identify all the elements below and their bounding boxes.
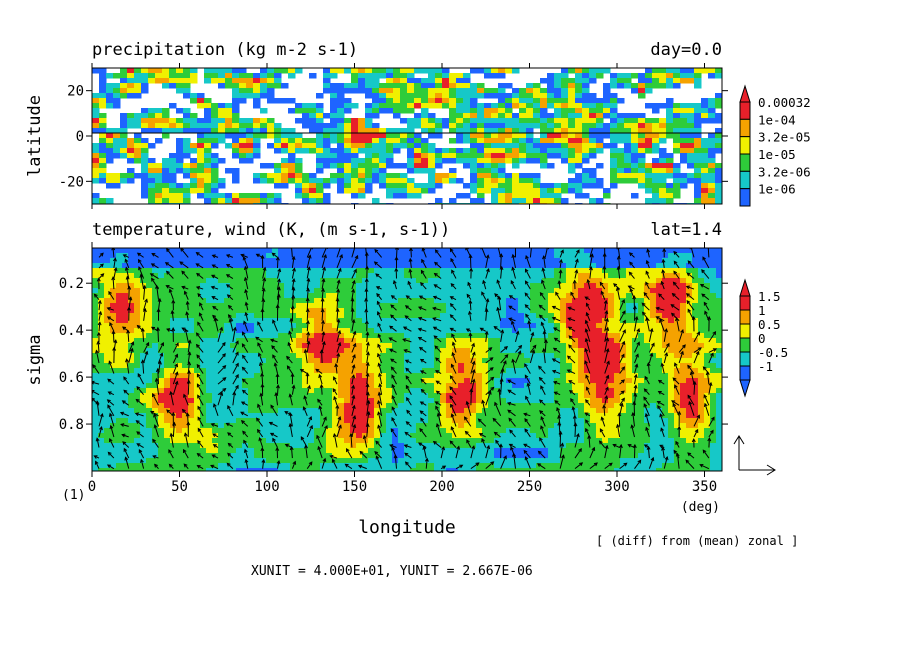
y-tick-label: 0.2 <box>59 276 84 292</box>
colorbar-label: 1 <box>758 303 766 318</box>
colorbar-band <box>739 118 751 138</box>
bottom-panel-y-axis: 0.2 0.4 0.6 0.8 <box>59 276 728 433</box>
colorbar-band <box>739 136 751 155</box>
colorbar-label: 3.2e-06 <box>758 164 811 179</box>
bottom-panel-lat-label: lat=1.4 <box>650 220 722 240</box>
x-tick-label: 50 <box>171 479 188 495</box>
colorbar-label: -0.5 <box>758 345 788 360</box>
bottom-panel-x-axis: 0 50 100 150 200 250 300 350 <box>88 242 717 495</box>
x-tick-label: 250 <box>517 479 542 495</box>
top-panel-x-ticks <box>91 63 705 209</box>
y-tick-label: 0.6 <box>59 370 84 386</box>
x-tick-label: 350 <box>692 479 717 495</box>
colorbar-band <box>739 365 751 381</box>
reference-vector <box>733 435 776 476</box>
colorbar-label: 0.5 <box>758 317 781 332</box>
top-panel-title: precipitation (kg m-2 s-1) <box>92 40 358 60</box>
x-tick-label: 300 <box>604 479 629 495</box>
top-panel-y-axis: 20 0 -20 <box>59 84 728 190</box>
colorbar-label: 0 <box>758 331 766 346</box>
colorbar-bottom-triangle <box>739 379 751 398</box>
y-tick-label: 0 <box>76 129 84 145</box>
colorbar-band <box>739 170 751 190</box>
colorbar-band <box>739 101 751 120</box>
bottom-panel-title: temperature, wind (K, (m s-1, s-1)) <box>92 220 450 240</box>
bottom-panel-xlabel: longitude <box>358 517 456 538</box>
colorbar-band <box>739 323 751 339</box>
precipitation-colorbar: 0.00032 1e-04 3.2e-05 1e-05 3.2e-06 1e-06 <box>739 84 811 207</box>
x-tick-label: 200 <box>429 479 454 495</box>
y-tick-label: 0.8 <box>59 417 84 433</box>
colorbar-top-triangle <box>739 84 751 103</box>
units-line: XUNIT = 4.000E+01, YUNIT = 2.667E-06 <box>251 564 533 579</box>
figure-number: (1) <box>62 488 85 503</box>
colorbar-top-triangle <box>739 278 751 297</box>
x-tick-label: 150 <box>342 479 367 495</box>
y-tick-label: -20 <box>59 174 84 190</box>
colorbar-label: -1 <box>758 359 773 374</box>
colorbar-label: 1e-04 <box>758 112 796 127</box>
colorbar-band <box>739 337 751 353</box>
colorbar-label: 1e-06 <box>758 182 796 197</box>
x-unit-label: (deg) <box>681 500 720 515</box>
colorbar-band <box>739 351 751 367</box>
bottom-panel-ylabel: sigma <box>25 334 45 385</box>
colorbar-band <box>739 295 751 311</box>
top-panel-day-label: day=0.0 <box>650 40 722 60</box>
colorbar-label: 0.00032 <box>758 95 811 110</box>
note-text: [ (diff) from (mean) zonal ] <box>596 534 798 548</box>
colorbar-band <box>739 188 751 207</box>
temperature-field <box>92 248 722 471</box>
bottom-panel-frame <box>91 247 723 472</box>
x-tick-label: 0 <box>88 479 96 495</box>
top-panel-ylabel: latitude <box>25 95 45 177</box>
colorbar-label: 1.5 <box>758 289 781 304</box>
colorbar-band <box>739 309 751 325</box>
y-tick-label: 0.4 <box>59 323 84 339</box>
temperature-colorbar: 1.510.50-0.5-1 <box>739 278 788 398</box>
colorbar-label: 3.2e-05 <box>758 130 811 145</box>
wind-vectors <box>92 248 718 470</box>
y-tick-label: 20 <box>67 84 84 100</box>
x-tick-label: 100 <box>254 479 279 495</box>
colorbar-label: 1e-05 <box>758 147 796 162</box>
colorbar-band <box>739 153 751 172</box>
precipitation-field <box>92 68 722 204</box>
